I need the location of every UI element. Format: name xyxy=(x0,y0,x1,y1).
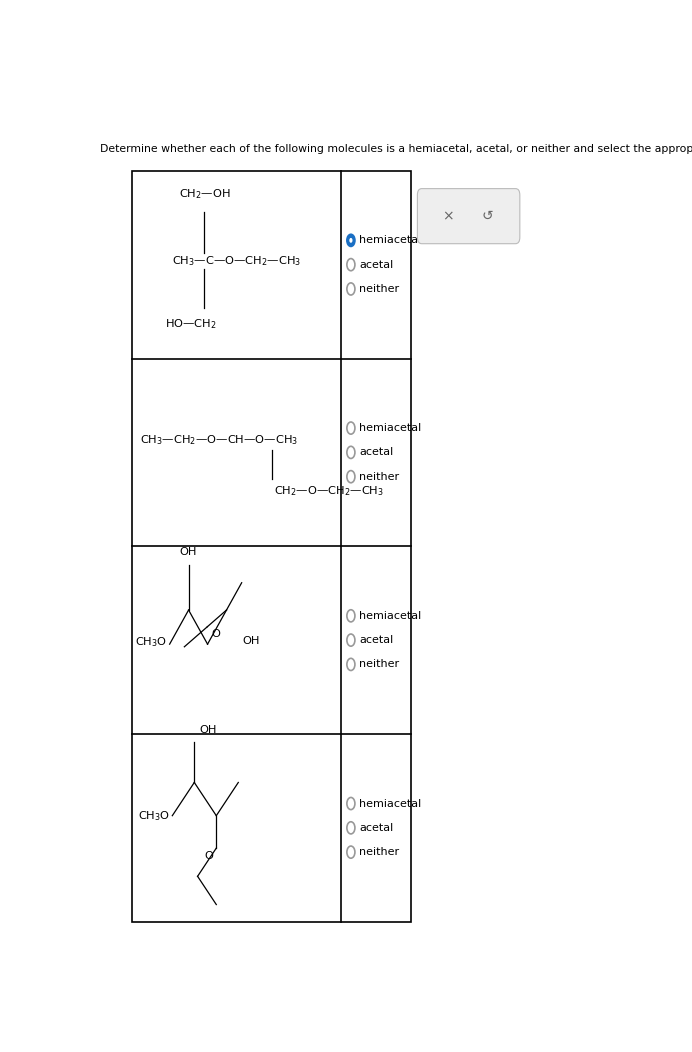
Text: acetal: acetal xyxy=(359,823,394,833)
Text: ×: × xyxy=(442,209,454,223)
Text: O: O xyxy=(212,629,221,640)
Text: OH: OH xyxy=(200,726,217,735)
Text: neither: neither xyxy=(359,847,399,857)
Text: neither: neither xyxy=(359,660,399,669)
Text: acetal: acetal xyxy=(359,447,394,458)
Text: hemiacetal: hemiacetal xyxy=(359,798,421,809)
Text: $\mathsf{CH_3}$—C—O—$\mathsf{CH_2}$—$\mathsf{CH_3}$: $\mathsf{CH_3}$—C—O—$\mathsf{CH_2}$—$\ma… xyxy=(172,254,302,267)
Text: hemiacetal: hemiacetal xyxy=(359,611,421,621)
Text: O: O xyxy=(205,851,214,862)
Text: HO—$\mathsf{CH_2}$: HO—$\mathsf{CH_2}$ xyxy=(165,318,217,331)
Text: OH: OH xyxy=(243,635,260,646)
Text: $\mathsf{CH_2}$—O—$\mathsf{CH_2}$—$\mathsf{CH_3}$: $\mathsf{CH_2}$—O—$\mathsf{CH_2}$—$\math… xyxy=(273,484,383,498)
Text: $\mathsf{CH_2}$—OH: $\mathsf{CH_2}$—OH xyxy=(179,187,230,201)
Text: neither: neither xyxy=(359,471,399,482)
Text: hemiacetal: hemiacetal xyxy=(359,236,421,245)
Text: $\mathsf{CH_3O}$: $\mathsf{CH_3O}$ xyxy=(135,635,167,649)
Text: acetal: acetal xyxy=(359,635,394,645)
Text: $\mathsf{CH_3O}$: $\mathsf{CH_3O}$ xyxy=(138,809,170,823)
Text: acetal: acetal xyxy=(359,260,394,269)
Text: neither: neither xyxy=(359,284,399,294)
Text: Determine whether each of the following molecules is a hemiacetal, acetal, or ne: Determine whether each of the following … xyxy=(100,144,692,154)
Text: ↺: ↺ xyxy=(482,209,493,223)
Circle shape xyxy=(349,238,352,243)
FancyBboxPatch shape xyxy=(417,188,520,244)
Text: $\mathsf{CH_3}$—$\mathsf{CH_2}$—O—CH—O—$\mathsf{CH_3}$: $\mathsf{CH_3}$—$\mathsf{CH_2}$—O—CH—O—$… xyxy=(140,433,298,447)
Circle shape xyxy=(347,235,355,246)
Text: hemiacetal: hemiacetal xyxy=(359,423,421,433)
Text: OH: OH xyxy=(180,547,197,558)
